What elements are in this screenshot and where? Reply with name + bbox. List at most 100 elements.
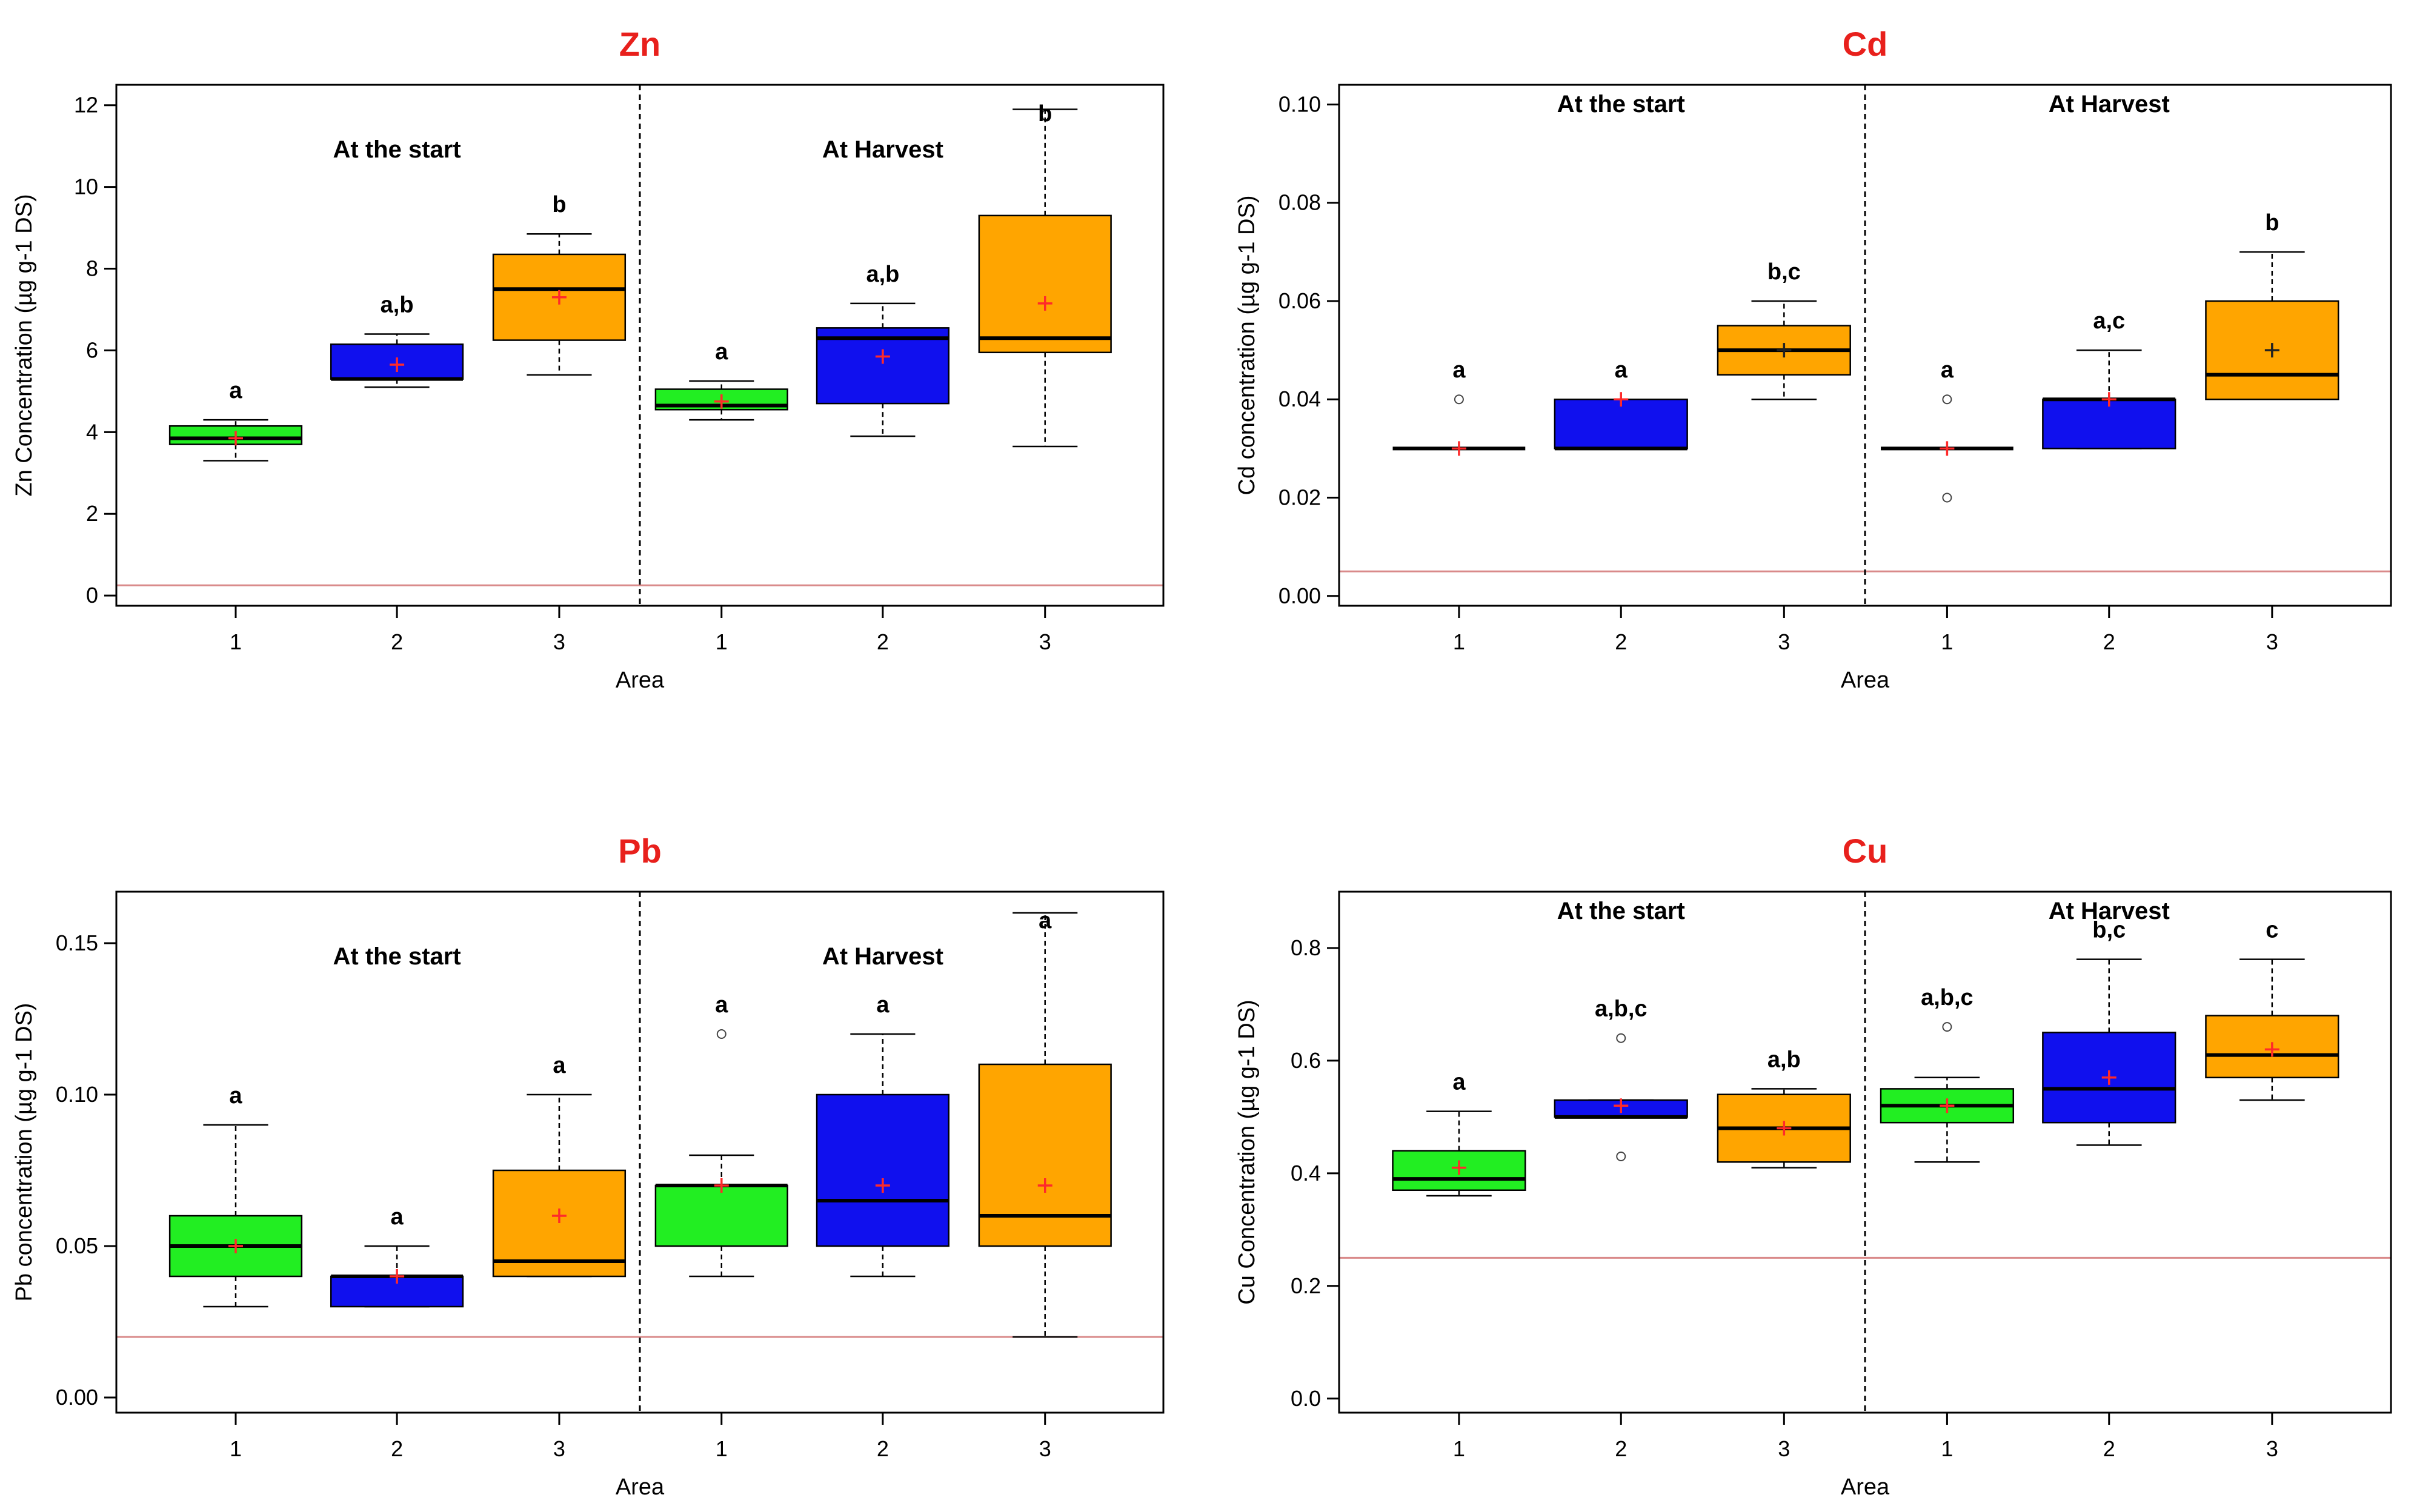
chart-cu-box-harvest-3: c xyxy=(2205,918,2339,1101)
chart-cd-box-start-1: a xyxy=(1392,357,1526,456)
chart-cu-significance-letter: a,b,c xyxy=(1595,996,1648,1022)
chart-cu-outlier-point xyxy=(1616,1033,1626,1043)
chart-cd-iqr-box xyxy=(2042,398,2176,449)
chart-pb-mean-marker xyxy=(551,1209,567,1223)
chart-zn-ytick-label: 0 xyxy=(86,583,98,608)
chart-cd-mean-marker xyxy=(1777,343,1792,358)
chart-cd-xtick-label: 1 xyxy=(1453,629,1465,654)
chart-cd-mean-marker xyxy=(1451,441,1466,456)
chart-cd-ytick-label: 0.02 xyxy=(1278,485,1321,510)
chart-cu-xtick-label: 3 xyxy=(2266,1436,2278,1461)
chart-pb-plot-frame xyxy=(115,890,1165,1414)
chart-zn-box-start-2: a,b xyxy=(330,292,464,388)
chart-zn-significance-letter: a,b xyxy=(381,292,414,317)
chart-cd-xtick-label: 2 xyxy=(1615,629,1627,654)
chart-pb-iqr-box xyxy=(816,1093,950,1247)
chart-zn-significance-letter: b xyxy=(1038,101,1052,127)
chart-pb-outlier-point xyxy=(716,1029,727,1039)
chart-zn-box-harvest-2: a,b xyxy=(816,262,950,437)
chart-pb-xtick-label: 3 xyxy=(1039,1436,1051,1461)
chart-cd-box-harvest-1: a xyxy=(1881,357,2013,503)
chart-cu-mean-marker xyxy=(1940,1098,1955,1113)
chart-zn-significance-letter: b xyxy=(552,192,566,217)
chart-cu-mean-marker xyxy=(2101,1070,2116,1085)
chart-cd-significance-letter: a xyxy=(1615,357,1628,383)
chart-cu-significance-letter: c xyxy=(2266,918,2278,943)
chart-zn-xtick-label: 1 xyxy=(716,629,728,654)
chart-cd-mean-marker xyxy=(1940,441,1955,456)
chart-pb-xlabel: Area xyxy=(616,1474,665,1500)
chart-cu-mean-marker xyxy=(1614,1098,1629,1113)
chart-cd-xlabel: Area xyxy=(1841,668,1890,693)
chart-zn-ytick-label: 10 xyxy=(74,174,98,199)
chart-cu-box-start-1: a xyxy=(1392,1070,1526,1197)
chart-cd-title: Cd xyxy=(1843,25,1888,63)
chart-pb-box-start-1: a xyxy=(168,1083,303,1308)
chart-cu-mean-marker xyxy=(2264,1042,2279,1057)
chart-zn-ylabel: Zn Concentration (µg g-1 DS) xyxy=(12,194,37,496)
chart-cu-box-start-3: a,b xyxy=(1717,1047,1851,1169)
chart-cd-significance-letter: b xyxy=(2265,210,2279,236)
chart-zn-xtick-label: 3 xyxy=(1039,629,1051,654)
chart-pb-ytick-label: 0.05 xyxy=(56,1233,98,1258)
chart-cd-significance-letter: a xyxy=(1941,357,1954,383)
chart-cd-outlier-point xyxy=(1454,394,1464,405)
chart-cd-xtick-label: 1 xyxy=(1941,629,1953,654)
chart-cu-panel: Cu At the start At Harvest 0.0 0.2 0.4 0.6 0.8 C… xyxy=(1234,832,2392,1500)
chart-cd-outlier-point xyxy=(1942,492,1952,503)
chart-pb-xtick-label: 1 xyxy=(230,1436,242,1461)
chart-zn-mean-marker xyxy=(228,431,243,446)
chart-cu-xtick-label: 3 xyxy=(1778,1436,1790,1461)
chart-zn-mean-marker xyxy=(714,394,729,409)
chart-zn-mean-marker xyxy=(1037,296,1052,311)
chart-cu-box-harvest-1: a,b,c xyxy=(1880,985,2015,1163)
chart-zn-xtick-label: 2 xyxy=(391,629,403,654)
chart-cd-mean-marker xyxy=(2264,343,2279,358)
chart-zn-ytick-label: 8 xyxy=(86,256,98,281)
chart-cd-box-start-2: a xyxy=(1554,357,1688,451)
chart-pb-xtick-label: 3 xyxy=(553,1436,565,1461)
chart-cd-ytick-label: 0.08 xyxy=(1278,190,1321,215)
chart-cd-ytick-label: 0.06 xyxy=(1278,288,1321,313)
chart-cu-period-label-harvest: At Harvest xyxy=(2049,898,2170,924)
chart-cu-xtick-label: 2 xyxy=(1615,1436,1627,1461)
chart-cu-title: Cu xyxy=(1843,832,1888,870)
chart-cu-mean-marker xyxy=(1777,1121,1792,1136)
chart-pb-significance-letter: a xyxy=(715,992,728,1018)
chart-cd-mean-marker xyxy=(2101,392,2116,407)
chart-zn-xtick-label: 3 xyxy=(553,629,565,654)
chart-cd-period-label-harvest: At Harvest xyxy=(2049,91,2170,118)
chart-pb-mean-marker xyxy=(875,1178,890,1193)
chart-zn-iqr-box xyxy=(816,327,950,405)
chart-cd-panel: Cd At the start At Harvest 0.00 0.02 0.04 0.06… xyxy=(1234,25,2392,693)
chart-cu-xtick-label: 2 xyxy=(2103,1436,2115,1461)
chart-cu-xtick-label: 1 xyxy=(1941,1436,1953,1461)
chart-cu-box-harvest-2: b,c xyxy=(2042,918,2176,1146)
chart-pb-box-harvest-1: a xyxy=(654,992,788,1278)
chart-cu-significance-letter: a,b,c xyxy=(1921,985,1973,1010)
chart-pb-period-label-start: At the start xyxy=(333,943,461,970)
chart-pb-iqr-box xyxy=(492,1169,627,1278)
chart-cd-ylabel: Cd concentration (µg g-1 DS) xyxy=(1234,195,1260,495)
chart-cu-box-start-2: a,b,c xyxy=(1554,996,1688,1161)
chart-zn-ytick-label: 6 xyxy=(86,337,98,362)
chart-cd-box-harvest-3: b xyxy=(2205,210,2339,400)
chart-pb-significance-letter: a xyxy=(229,1083,242,1109)
chart-cd-ytick-label: 0.04 xyxy=(1278,386,1321,411)
chart-pb-iqr-box xyxy=(978,1063,1112,1247)
chart-pb-title: Pb xyxy=(618,832,662,870)
chart-zn-plot-frame xyxy=(115,84,1165,607)
chart-zn-xtick-label: 2 xyxy=(877,629,889,654)
chart-pb-panel: Pb At the start At Harvest 0.00 0.05 0.10 0.15… xyxy=(12,832,1165,1500)
chart-zn-significance-letter: a xyxy=(229,378,242,403)
chart-cd-significance-letter: a xyxy=(1452,357,1466,383)
chart-cd-ytick-label: 0.00 xyxy=(1278,583,1321,608)
chart-pb-box-start-2: a xyxy=(330,1204,464,1308)
chart-zn-mean-marker xyxy=(551,290,567,305)
chart-cu-ytick-label: 0.6 xyxy=(1291,1048,1321,1073)
chart-pb-mean-marker xyxy=(1037,1178,1052,1193)
chart-zn-box-start-1: a xyxy=(168,378,303,462)
chart-cd-xtick-label: 3 xyxy=(1778,629,1790,654)
